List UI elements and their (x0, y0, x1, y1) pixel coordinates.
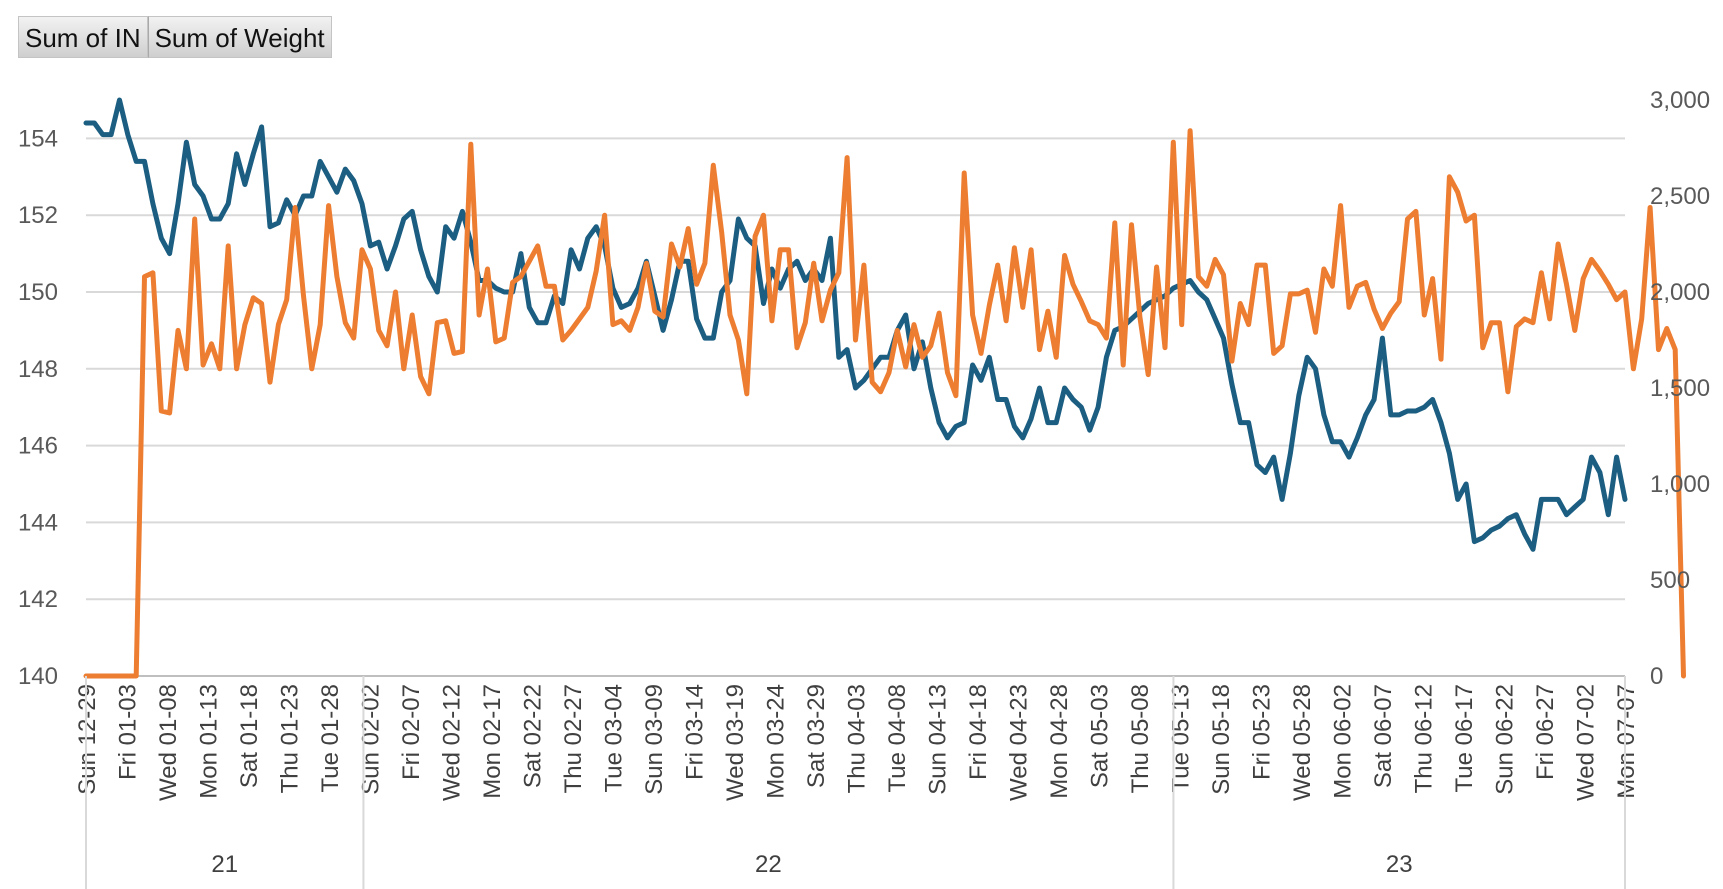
year-group-label: 23 (1386, 851, 1413, 878)
x-tick-label: Tue 01-28 (317, 684, 344, 793)
x-tick-label: Wed 01-08 (155, 684, 182, 801)
left-tick-label: 144 (18, 509, 58, 536)
x-tick-label: Mon 03-24 (763, 684, 790, 799)
x-tick-label: Mon 04-28 (1046, 684, 1073, 799)
x-axis-ticks: Sun 12-29 Fri 01-03 Wed 01-08 Mon 01-13 Sat … (74, 684, 1640, 801)
x-tick-label: Thu 06-12 (1411, 684, 1438, 793)
x-tick-label: Thu 01-23 (277, 684, 304, 793)
x-tick-label: Wed 05-28 (1289, 684, 1316, 801)
x-tick-label: Sun 04-13 (925, 684, 952, 795)
left-tick-label: 154 (18, 125, 58, 152)
x-tick-label: Sat 02-22 (520, 684, 547, 788)
year-group-label: 21 (211, 851, 238, 878)
pivot-field-buttons: Sum of IN Sum of Weight (18, 16, 332, 58)
x-tick-label: Sat 05-03 (1087, 684, 1114, 788)
year-group-label: 22 (755, 851, 782, 878)
right-axis-ticks: 0 500 1,000 1,500 2,000 2,500 3,000 (1650, 87, 1710, 690)
right-tick-label: 3,000 (1650, 87, 1710, 114)
left-axis-ticks: 140 142 144 146 148 150 152 154 (18, 125, 58, 690)
field-button-sum-of-in[interactable]: Sum of IN (18, 16, 148, 58)
right-tick-label: 2,500 (1650, 183, 1710, 210)
left-tick-label: 142 (18, 586, 58, 613)
x-tick-label: Wed 07-02 (1573, 684, 1600, 801)
x-tick-label: Sat 03-29 (803, 684, 830, 788)
x-tick-label: Mon 02-17 (479, 684, 506, 799)
left-tick-label: 148 (18, 356, 58, 383)
x-tick-label: Fri 03-14 (682, 684, 709, 780)
right-tick-label: 1,500 (1650, 375, 1710, 402)
gridlines (86, 137, 1625, 601)
x-tick-label: Thu 05-08 (1127, 684, 1154, 793)
x-tick-label: Sat 01-18 (236, 684, 263, 788)
x-axis-year-groups: 21 22 23 (85, 676, 1626, 889)
x-tick-label: Thu 04-03 (844, 684, 871, 793)
x-tick-label: Fri 06-27 (1532, 684, 1559, 780)
x-tick-label: Fri 05-23 (1249, 684, 1276, 780)
x-tick-label: Wed 04-23 (1006, 684, 1033, 801)
x-tick-label: Sat 06-07 (1370, 684, 1397, 788)
x-tick-label: Tue 03-04 (601, 684, 628, 793)
series-lines (83, 97, 1686, 679)
right-tick-label: 500 (1650, 567, 1690, 594)
series-line-sum-of-in (83, 97, 1628, 552)
x-tick-label: Sun 12-29 (74, 684, 101, 795)
x-tick-label: Mon 06-02 (1330, 684, 1357, 799)
x-tick-label: Mon 07-07 (1613, 684, 1640, 799)
x-tick-label: Mon 01-13 (196, 684, 223, 799)
x-tick-label: Fri 01-03 (115, 684, 142, 780)
x-tick-label: Wed 03-19 (722, 684, 749, 801)
left-tick-label: 146 (18, 433, 58, 460)
x-tick-label: Sun 02-02 (358, 684, 385, 795)
right-tick-label: 2,000 (1650, 279, 1710, 306)
x-tick-label: Tue 04-08 (884, 684, 911, 793)
series-line-sum-of-weight (83, 128, 1686, 679)
x-tick-label: Tue 05-13 (1168, 684, 1195, 793)
right-tick-label: 1,000 (1650, 471, 1710, 498)
x-tick-label: Fri 04-18 (965, 684, 992, 780)
right-tick-label: 0 (1650, 663, 1663, 690)
x-tick-label: Tue 06-17 (1451, 684, 1478, 793)
left-tick-label: 140 (18, 663, 58, 690)
x-tick-label: Sun 05-18 (1208, 684, 1235, 795)
x-tick-label: Sun 06-22 (1492, 684, 1519, 795)
left-tick-label: 150 (18, 279, 58, 306)
x-tick-label: Thu 02-27 (560, 684, 587, 793)
field-button-sum-of-weight[interactable]: Sum of Weight (147, 16, 332, 58)
x-tick-label: Sun 03-09 (641, 684, 668, 795)
x-tick-label: Fri 02-07 (398, 684, 425, 780)
x-tick-label: Wed 02-12 (439, 684, 466, 801)
left-tick-label: 152 (18, 202, 58, 229)
